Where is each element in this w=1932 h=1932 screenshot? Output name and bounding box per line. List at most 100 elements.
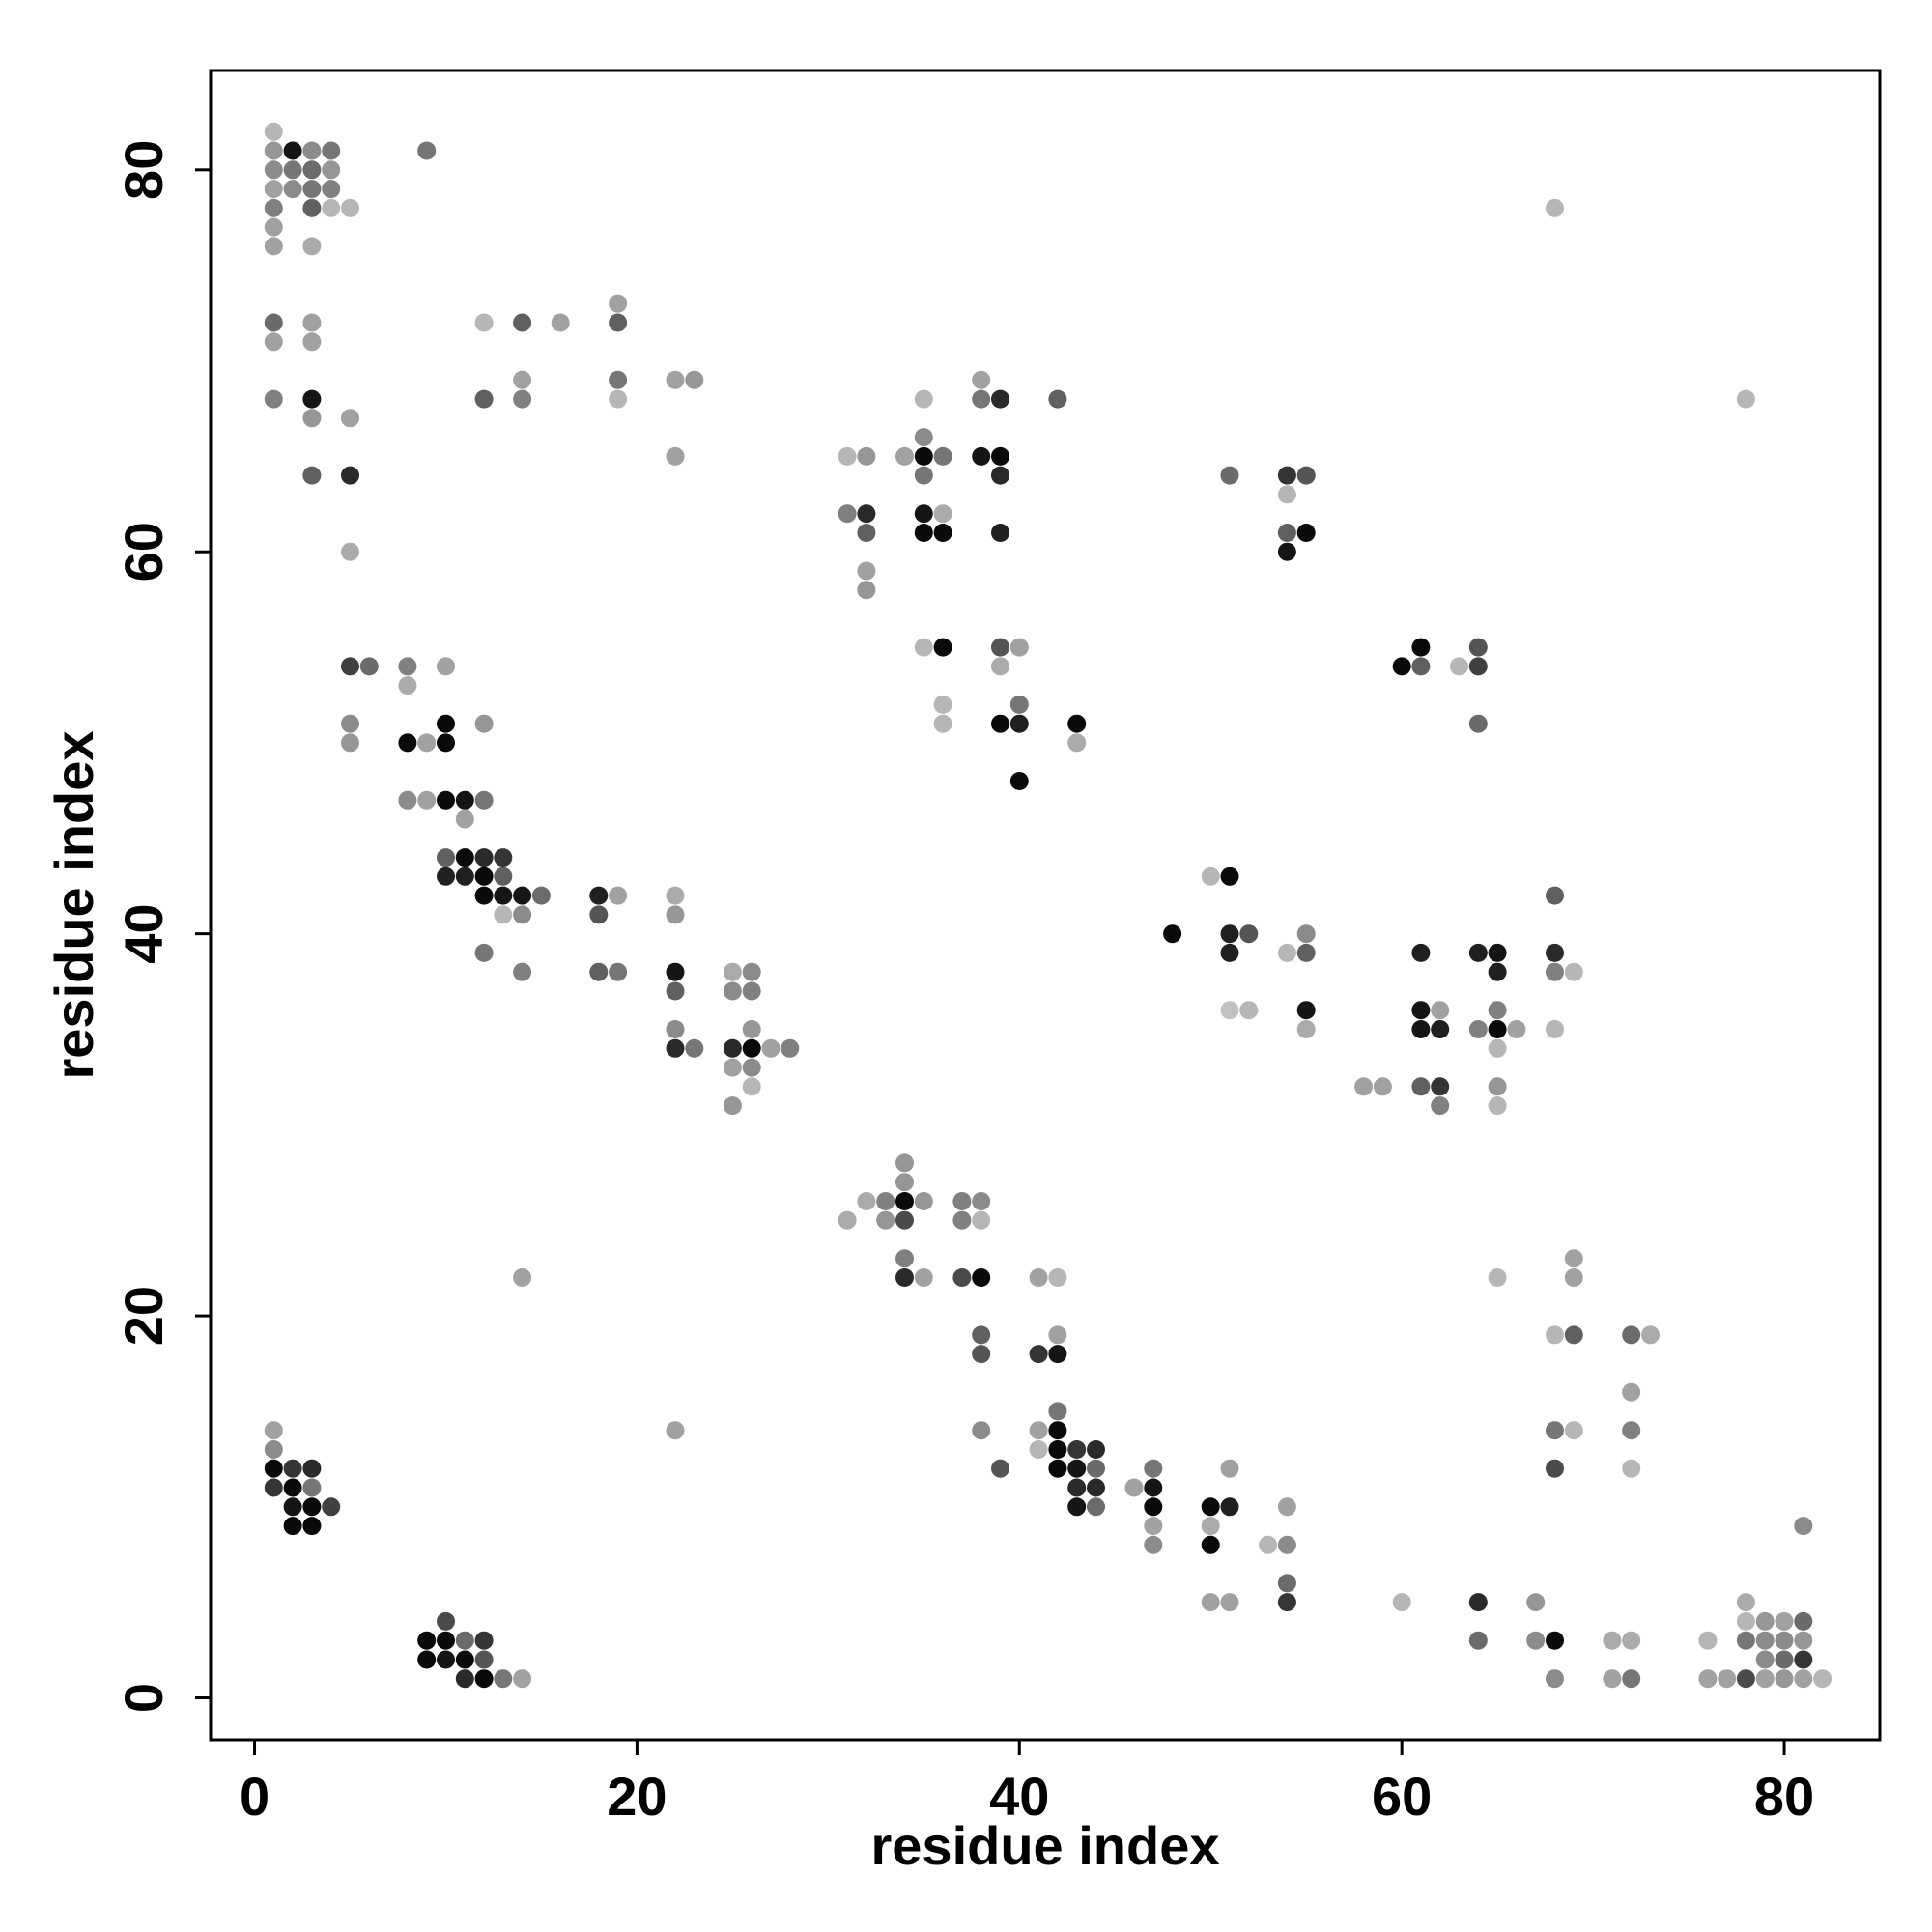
data-point xyxy=(895,1192,914,1210)
data-point xyxy=(972,1268,991,1287)
data-point xyxy=(455,867,474,886)
data-point xyxy=(1698,1669,1718,1689)
data-point xyxy=(742,962,761,981)
data-point xyxy=(1144,1497,1163,1517)
data-point xyxy=(341,714,359,733)
data-point xyxy=(417,1631,437,1650)
data-point xyxy=(474,867,494,886)
data-point xyxy=(1755,1611,1775,1631)
data-point xyxy=(952,1192,972,1210)
data-point xyxy=(991,466,1009,485)
data-point xyxy=(264,1459,283,1478)
data-point xyxy=(1220,466,1239,485)
data-point xyxy=(742,1077,761,1096)
data-point xyxy=(513,1669,532,1689)
data-point xyxy=(1087,1440,1105,1459)
data-point xyxy=(494,905,513,924)
data-point xyxy=(972,1345,991,1364)
data-point xyxy=(474,886,494,905)
data-point xyxy=(1277,524,1296,542)
data-point xyxy=(1277,1593,1296,1612)
data-point xyxy=(857,446,876,466)
data-point xyxy=(838,504,857,524)
data-point xyxy=(1029,1345,1048,1364)
data-point xyxy=(1296,466,1316,485)
data-point xyxy=(1163,924,1182,944)
data-point xyxy=(1277,1574,1296,1593)
data-point xyxy=(1813,1669,1833,1689)
data-point xyxy=(1029,1268,1048,1287)
data-point xyxy=(302,332,322,352)
data-point xyxy=(1488,1268,1507,1287)
data-point xyxy=(1067,733,1087,753)
data-point xyxy=(914,1192,933,1210)
data-point xyxy=(1775,1650,1794,1669)
data-point xyxy=(302,1497,322,1517)
data-point xyxy=(1296,1001,1316,1020)
data-point xyxy=(1009,714,1029,733)
data-point xyxy=(302,409,322,428)
data-point xyxy=(398,657,417,676)
data-point xyxy=(933,524,952,542)
data-point xyxy=(933,638,952,657)
data-point xyxy=(742,1038,761,1058)
x-axis-label: residue index xyxy=(870,1815,1219,1876)
data-point xyxy=(1431,1096,1450,1116)
data-point xyxy=(513,313,532,332)
data-point xyxy=(1564,1325,1583,1345)
data-point xyxy=(513,962,532,981)
data-point xyxy=(341,657,359,676)
data-point xyxy=(1201,1593,1220,1612)
data-point xyxy=(1794,1669,1813,1689)
data-point xyxy=(1373,1077,1392,1096)
data-point xyxy=(474,1631,494,1650)
data-point xyxy=(1411,1077,1431,1096)
data-point xyxy=(1220,1593,1239,1612)
data-point xyxy=(437,1611,455,1631)
data-point xyxy=(1201,1517,1220,1536)
data-point xyxy=(609,294,628,313)
data-point xyxy=(914,446,933,466)
x-tick-label: 20 xyxy=(607,1766,667,1827)
data-point xyxy=(991,657,1009,676)
data-point xyxy=(283,1459,302,1478)
data-point xyxy=(1411,1001,1431,1020)
data-point xyxy=(1296,1020,1316,1038)
data-point xyxy=(417,790,437,810)
data-point xyxy=(1411,657,1431,676)
data-point xyxy=(302,466,322,485)
data-point xyxy=(474,1650,494,1669)
data-point xyxy=(474,389,494,409)
data-point xyxy=(991,524,1009,542)
data-point xyxy=(1201,867,1220,886)
data-point xyxy=(952,1210,972,1230)
data-point xyxy=(914,524,933,542)
data-point xyxy=(437,790,455,810)
data-point xyxy=(1220,943,1239,962)
data-point xyxy=(474,1669,494,1689)
data-point xyxy=(283,1478,302,1497)
data-point xyxy=(1507,1020,1526,1038)
data-point xyxy=(1087,1459,1105,1478)
data-point xyxy=(1468,657,1488,676)
data-point xyxy=(1546,886,1564,905)
data-point xyxy=(1144,1535,1163,1554)
data-point xyxy=(341,733,359,753)
data-point xyxy=(1087,1497,1105,1517)
data-point xyxy=(302,198,322,217)
data-point xyxy=(723,1058,742,1077)
data-point xyxy=(1546,198,1564,217)
data-point xyxy=(1718,1669,1737,1689)
data-point xyxy=(1526,1593,1546,1612)
data-point xyxy=(666,962,685,981)
data-point xyxy=(1488,1096,1507,1116)
data-point xyxy=(1622,1631,1641,1650)
data-point xyxy=(1468,1593,1488,1612)
data-point xyxy=(1048,1268,1067,1287)
data-point xyxy=(742,1020,761,1038)
data-point xyxy=(1526,1631,1546,1650)
x-axis: 0 20 40 60 80 xyxy=(240,1740,1814,1827)
data-point xyxy=(742,981,761,1001)
data-point xyxy=(1431,1077,1450,1096)
